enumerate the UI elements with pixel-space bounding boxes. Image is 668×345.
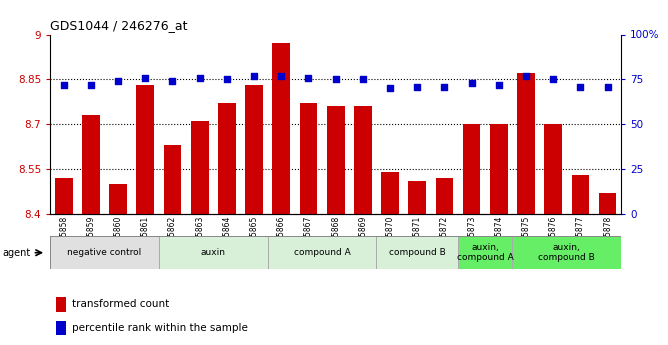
Bar (377, 236, 458, 269)
Point (140, 75, 151, 80)
Point (276, 73, 287, 79)
Bar (164, 145, 181, 214)
Bar (245, 85, 263, 214)
Bar (50, 236, 159, 269)
Text: auxin,
compound B: auxin, compound B (538, 243, 595, 263)
Point (222, 77, 232, 82)
Point (86, 82, 96, 88)
Bar (55, 178, 73, 214)
Bar (136, 85, 154, 214)
Point (385, 86, 395, 91)
Bar (436, 178, 454, 214)
Point (575, 84, 586, 89)
Bar (300, 103, 317, 214)
Point (439, 84, 450, 89)
Point (357, 77, 368, 82)
Bar (268, 236, 377, 269)
Point (248, 73, 259, 79)
Bar (572, 175, 589, 214)
Point (548, 77, 558, 82)
Bar (517, 73, 535, 214)
Bar (327, 106, 345, 214)
Bar (512, 236, 621, 269)
Bar (159, 236, 268, 269)
Bar (56, 297, 66, 312)
Point (603, 84, 613, 89)
Point (412, 84, 423, 89)
Text: percentile rank within the sample: percentile rank within the sample (71, 323, 248, 333)
Point (113, 78, 124, 84)
Point (330, 77, 341, 82)
Bar (191, 121, 208, 214)
Bar (544, 124, 562, 214)
Point (303, 75, 314, 80)
Point (494, 82, 504, 88)
Bar (381, 172, 399, 214)
Bar (458, 236, 512, 269)
Bar (218, 103, 236, 214)
Text: auxin,
compound A: auxin, compound A (457, 243, 514, 263)
Text: negative control: negative control (67, 248, 142, 257)
Bar (599, 193, 617, 214)
Bar (490, 124, 508, 214)
Point (167, 78, 178, 84)
Point (521, 73, 532, 79)
Text: auxin: auxin (201, 248, 226, 257)
Point (466, 80, 477, 86)
Point (58, 82, 69, 88)
Bar (273, 43, 290, 214)
Bar (408, 181, 426, 214)
Bar (354, 106, 371, 214)
Bar (56, 321, 66, 335)
Text: agent: agent (3, 248, 31, 258)
Point (194, 75, 205, 80)
Bar (82, 115, 100, 214)
Text: GDS1044 / 246276_at: GDS1044 / 246276_at (50, 19, 188, 32)
Text: transformed count: transformed count (71, 299, 169, 309)
Bar (110, 184, 127, 214)
Text: compound A: compound A (294, 248, 351, 257)
Bar (463, 124, 480, 214)
Text: compound B: compound B (389, 248, 446, 257)
